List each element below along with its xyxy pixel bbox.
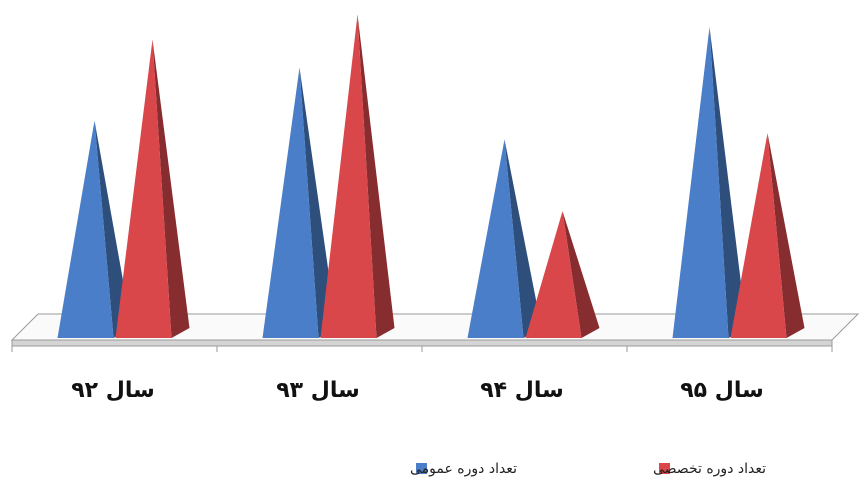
bars-group <box>57 14 805 338</box>
bar-front-face <box>730 133 787 338</box>
bar-general <box>672 26 747 338</box>
chart-floor <box>10 313 860 352</box>
bar-side-face <box>504 139 542 338</box>
bar-specialized <box>320 14 395 338</box>
category-labels: سال ۹۲ سال ۹۳ سال ۹۴ سال ۹۵ <box>71 378 764 403</box>
bar-specialized <box>115 39 190 338</box>
bar-front-face <box>525 211 582 338</box>
legend: تعداد دوره عمومی تعداد دوره تخصصی <box>410 461 766 477</box>
bar-front-face <box>57 120 114 338</box>
bar-front-face <box>467 139 524 338</box>
bar-side-face <box>299 67 337 338</box>
bar-specialized <box>730 133 805 338</box>
legend-label-specialized: تعداد دوره تخصصی <box>653 461 766 477</box>
category-label: سال ۹۵ <box>680 378 764 403</box>
category-label: سال ۹۴ <box>480 378 564 403</box>
legend-swatch-general <box>416 463 427 474</box>
bar-front-face <box>672 26 729 338</box>
bar-front-face <box>115 39 172 338</box>
bar-side-face <box>767 133 805 338</box>
bar-specialized <box>525 211 600 338</box>
bar-general <box>262 67 337 338</box>
bar-front-face <box>320 14 377 338</box>
bar-side-face <box>152 39 190 338</box>
category-label: سال ۹۳ <box>276 378 360 403</box>
bar-side-face <box>709 26 747 338</box>
bar-side-face <box>562 211 600 338</box>
legend-swatch-specialized <box>659 463 670 474</box>
bar-front-face <box>262 67 319 338</box>
legend-label-general: تعداد دوره عمومی <box>410 461 517 477</box>
bar-general <box>467 139 542 338</box>
floor-front <box>11 339 833 347</box>
category-label: سال ۹۲ <box>71 378 155 403</box>
bar-side-face <box>357 14 395 338</box>
